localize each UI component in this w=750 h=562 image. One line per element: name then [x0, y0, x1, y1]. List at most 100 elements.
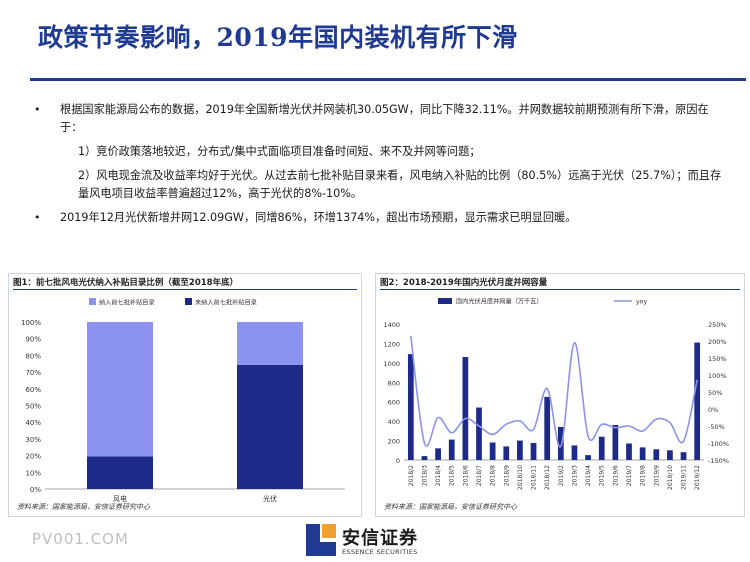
x-tick-label: 2018/5: [449, 465, 456, 486]
bar: [530, 443, 537, 460]
bar: [517, 440, 523, 460]
y-left-tick-label: 1200: [383, 340, 400, 348]
bar-segment: [237, 322, 303, 365]
x-tick-label: 2018/8: [490, 465, 497, 486]
x-tick-label: 光伏: [263, 494, 277, 502]
legend-label: 未纳入前七批补贴目录: [195, 299, 257, 307]
sub-item-1: 1）竞价政策落地较迟，分布式/集中式面临项目准备时间短、来不及并网等问题；: [78, 145, 481, 158]
y-left-tick-label: 600: [388, 399, 400, 407]
figure-2-divider: [380, 289, 740, 290]
bullet-text-1: 根据国家能源局公布的数据，2019年全国新增光伏并网装机30.05GW，同比下降…: [60, 103, 709, 134]
y-right-tick-label: 0%: [708, 406, 718, 414]
bar-segment: [87, 456, 153, 489]
watermark: PV001.COM: [32, 530, 129, 548]
bar: [462, 357, 469, 460]
y-right-tick-label: 150%: [708, 355, 727, 363]
y-tick-label: 60%: [25, 386, 41, 394]
bar: [612, 425, 619, 460]
legend-swatch: [185, 298, 192, 305]
bar: [626, 443, 632, 460]
sub-item-2: 2）风电现金流及收益率均好于光伏。从过去前七批补贴目录来看，风电纳入补贴的比例（…: [78, 169, 722, 200]
legend-label: 国内光伏月度并网量（万千瓦）: [456, 298, 543, 306]
x-tick-label: 2019/7: [626, 465, 633, 486]
bullet-item: • 根据国家能源局公布的数据，2019年全国新增光伏并网装机30.05GW，同比…: [30, 101, 730, 137]
y-right-tick-label: -100%: [708, 440, 729, 448]
bar: [557, 426, 564, 460]
x-tick-label: 2019/8: [640, 465, 647, 486]
y-right-tick-label: 200%: [708, 338, 727, 346]
bar: [585, 455, 591, 460]
figure-1-title: 图1：前七批风电光伏纳入补贴目录比例（截至2018年底）: [13, 278, 239, 288]
y-left-tick-label: 1400: [383, 321, 400, 329]
bullet-dot: •: [34, 103, 41, 116]
bar-segment: [87, 322, 153, 457]
y-tick-label: 100%: [21, 319, 41, 327]
title-rule: [30, 78, 746, 81]
bar: [653, 449, 660, 460]
bullet-item: • 2019年12月光伏新增并网12.09GW，同增86%，环增1374%，超出…: [30, 209, 730, 227]
bar: [503, 446, 510, 460]
legend-swatch: [438, 298, 452, 304]
bullet-dot: •: [34, 211, 41, 224]
bar: [571, 445, 578, 460]
x-tick-label: 2019/3: [571, 465, 578, 486]
bar: [421, 456, 428, 460]
y-tick-label: 20%: [25, 453, 41, 461]
figure-1-source: 资料来源：国家能源局，安信证券研究中心: [17, 503, 150, 511]
y-tick-label: 50%: [25, 403, 41, 411]
y-tick-label: 10%: [25, 469, 41, 477]
page-title: 政策节奏影响，2019年国内装机有所下滑: [38, 23, 518, 52]
y-left-tick-label: 800: [388, 379, 400, 387]
y-right-tick-label: 250%: [708, 321, 727, 329]
bar: [598, 436, 605, 460]
figure-1-panel: 图1：前七批风电光伏纳入补贴目录比例（截至2018年底） 0% 10% 20% 30%…: [8, 273, 362, 517]
x-tick-label: 2018/3: [421, 465, 428, 486]
y-tick-label: 0%: [30, 486, 41, 494]
y-left-tick-label: 0: [396, 457, 400, 465]
x-tick-label: 2018/6: [462, 465, 469, 486]
y-tick-label: 40%: [25, 419, 41, 427]
bar: [476, 407, 482, 460]
y-tick-label: 70%: [25, 369, 41, 377]
yoy-line: [410, 335, 698, 448]
x-tick-label: 2019/9: [653, 465, 660, 486]
company-logo: 安信证券 ESSENCE SECURITIES: [304, 518, 444, 560]
legend-swatch: [89, 298, 96, 305]
bar: [407, 354, 414, 460]
bar-segment: [237, 364, 303, 489]
x-tick-label: 2018/11: [531, 465, 538, 490]
x-tick-label: 2019/5: [599, 465, 606, 486]
x-tick-label: 风电: [113, 494, 127, 502]
logo-mark-icon: [306, 524, 336, 556]
bullet-list: • 根据国家能源局公布的数据，2019年全国新增光伏并网装机30.05GW，同比…: [30, 101, 730, 233]
bar: [667, 450, 673, 460]
y-left-tick-label: 200: [388, 438, 400, 446]
x-tick-label: 2019/4: [585, 465, 592, 486]
figure-1-divider: [13, 289, 357, 290]
x-tick-label: 2019/12: [694, 465, 701, 490]
y-tick-label: 80%: [25, 352, 41, 360]
figure-2-title: 图2：2018-2019年国内光伏月度并网容量: [380, 278, 548, 288]
y-right-tick-label: 50%: [708, 389, 722, 397]
legend-label: 纳入前七批补贴目录: [99, 299, 155, 307]
bar: [639, 447, 646, 460]
figure-2-panel: 图2：2018-2019年国内光伏月度并网容量 0 200 400 600 800 100…: [375, 273, 745, 517]
bullet-text-2: 2019年12月光伏新增并网12.09GW，同增86%，环增1374%，超出市场…: [60, 211, 577, 224]
x-tick-label: 2019/10: [667, 465, 674, 490]
x-tick-label: 2018/12: [544, 465, 551, 490]
bar: [435, 448, 441, 460]
y-left-tick-label: 1000: [383, 360, 400, 368]
x-tick-label: 2018/10: [517, 465, 524, 490]
figure-2-source: 资料来源：国家能源局，安信证券研究中心: [384, 503, 517, 511]
bar: [489, 442, 496, 460]
bar: [544, 396, 551, 460]
y-left-tick-label: 400: [388, 418, 400, 426]
legend-label: yoy: [636, 299, 647, 306]
x-tick-label: 2019/11: [681, 465, 688, 490]
x-tick-label: 2019/2: [558, 465, 565, 486]
y-right-tick-label: -150%: [708, 457, 729, 465]
x-tick-label: 2019/6: [612, 465, 619, 486]
x-tick-label: 2018/2: [408, 465, 415, 486]
y-tick-label: 30%: [25, 436, 41, 444]
y-right-tick-label: -50%: [708, 423, 725, 431]
